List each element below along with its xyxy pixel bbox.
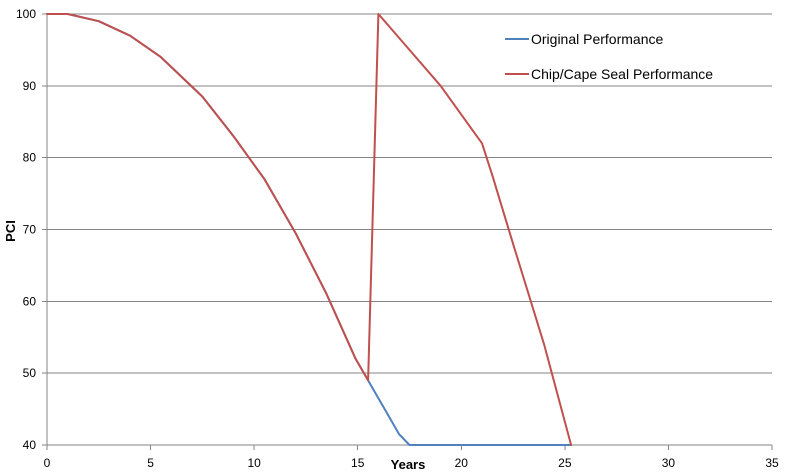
- legend-label-2: Chip/Cape Seal Performance: [531, 66, 713, 82]
- y-tick-label-100: 100: [16, 7, 36, 21]
- x-tick-label-35: 35: [765, 456, 779, 470]
- x-tick-label-10: 10: [247, 456, 261, 470]
- x-tick-label-5: 5: [147, 456, 154, 470]
- x-tick-label-30: 30: [662, 456, 676, 470]
- y-tick-label-50: 50: [23, 366, 37, 380]
- tick-labels: 40 50 60 70 80 90 100 0 5 10 15 20 25 30 35: [16, 7, 779, 470]
- legend-label-1: Original Performance: [531, 31, 663, 47]
- x-tick-label-25: 25: [558, 456, 572, 470]
- y-tick-label-60: 60: [23, 294, 37, 308]
- series-line-2: [46, 13, 573, 446]
- x-tick-label-15: 15: [351, 456, 365, 470]
- gridlines: [47, 13, 772, 374]
- y-tick-label-40: 40: [23, 438, 37, 452]
- series-lines: [46, 13, 573, 446]
- x-tick-label-0: 0: [44, 456, 51, 470]
- y-axis-label: PCI: [3, 220, 18, 242]
- y-tick-label-70: 70: [23, 223, 37, 237]
- y-tick-label-80: 80: [23, 151, 37, 165]
- y-tick-label-90: 90: [23, 79, 37, 93]
- legend: Original Performance Chip/Cape Seal Perfo…: [505, 31, 713, 82]
- x-tick-label-20: 20: [455, 456, 469, 470]
- x-axis-label: Years: [391, 457, 426, 472]
